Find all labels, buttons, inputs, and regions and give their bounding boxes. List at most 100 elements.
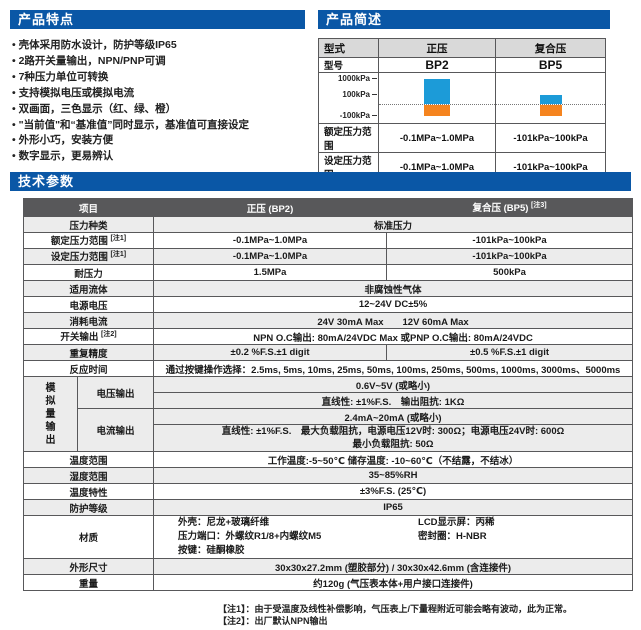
proof-pressure-label: 耐压力 <box>22 264 155 281</box>
set-range-bp5: -101kPa~100kPa <box>386 248 634 265</box>
spec-row-analog-current-range: 电流输出 2.4mA~20mA (或略小) <box>24 408 634 452</box>
protection-value: IP65 <box>153 499 634 516</box>
spec-row-supply-voltage: 电源电压 12~24V DC±5% <box>22 296 634 313</box>
spec-row-response-time: 反应时间 通过按键操作选择：2.5ms, 5ms, 10ms, 25ms, 50… <box>22 360 634 377</box>
rated-range-positive: -0.1MPa~1.0MPa <box>378 123 496 153</box>
spec-row-set-range: 设定压力范围 [注1] -0.1MPa~1.0MPa -101kPa~100kP… <box>22 248 634 265</box>
voltage-output-detail: 直线性: ±1%F.S. 输出阻抗: 1KΩ <box>153 392 634 409</box>
footnote-2: 【注2】：出厂默认NPN输出 <box>218 615 328 626</box>
header-compound: 复合压 (BP5) [注3] <box>386 198 634 217</box>
spec-row-analog-voltage-range: 模拟量输出 电压输出 0.6V~5V (或略小) <box>23 376 634 452</box>
features-section-title: 产品特点 <box>10 10 305 29</box>
current-output-range: 2.4mA~20mA (或略小) <box>153 408 634 425</box>
temp-range-label: 温度范围 <box>22 451 155 468</box>
material-label: 材质 <box>22 515 155 559</box>
bp5-pressure-chart <box>495 72 606 124</box>
set-range-label: 设定压力范围 [注1] <box>22 248 155 265</box>
dimensions-label: 外形尺寸 <box>22 558 155 575</box>
spec-row-proof-pressure: 耐压力 1.5MPa 500kPa <box>22 264 634 281</box>
rated-range-label: 额定压力范围 [注1] <box>22 232 155 249</box>
repeatability-bp2: ±0.2 %F.S.±1 digit <box>153 344 388 361</box>
temp-char-label: 温度特性 <box>22 483 155 500</box>
spec-row-analog-current-detail: 直线性: ±1%F.S. 最大负载阻抗，电源电压12V时: 300Ω；电源电压2… <box>24 424 634 452</box>
temp-char-value: ±3%F.S. (25℃) <box>153 483 634 500</box>
spec-row-fluid: 适用流体 非腐蚀性气体 <box>22 280 634 297</box>
spec-row-temp-range: 温度范围 工作温度:-5~50℃ 储存温度: -10~60℃（不结露，不结冰） <box>22 451 634 468</box>
summary-model-row: 型号 BP2 BP5 <box>318 57 606 73</box>
material-value: 外壳：尼龙+玻璃纤维 压力端口：外螺纹R1/8+内螺纹M5 按键：硅酮橡胶 LC… <box>153 515 634 559</box>
bp2-below-zero-bar <box>424 105 450 116</box>
humidity-label: 湿度范围 <box>22 467 155 484</box>
temp-range-value: 工作温度:-5~50℃ 储存温度: -10~60℃（不结露，不结冰） <box>153 451 634 468</box>
tech-header-row: 项目 正压 (BP2) 复合压 (BP5) [注3] <box>22 198 634 217</box>
current-output-detail: 直线性: ±1%F.S. 最大负载阻抗，电源电压12V时: 300Ω；电源电压2… <box>153 424 634 452</box>
footnotes: 【注1】：由于受温度及线性补偿影响，气压表上/下量程附近可能会略有波动，此为正常… <box>218 604 572 627</box>
spec-row-humidity: 湿度范围 35~85%RH <box>22 467 634 484</box>
features-list: 壳体采用防水设计，防护等级IP65 2路开关量输出，NPN/PNP可调 7种压力… <box>12 38 305 165</box>
summary-rated-row: 额定压力范围 -0.1MPa~1.0MPa -101kPa~100kPa <box>318 123 606 153</box>
response-time-label: 反应时间 <box>22 360 155 377</box>
feature-item: 壳体采用防水设计，防护等级IP65 <box>12 38 305 54</box>
spec-row-analog-voltage-detail: 直线性: ±1%F.S. 输出阻抗: 1KΩ <box>24 392 634 409</box>
axis-tick-label: 100kPa <box>342 90 377 99</box>
set-range-bp2: -0.1MPa~1.0MPa <box>153 248 388 265</box>
spec-row-repeatability: 重复精度 ±0.2 %F.S.±1 digit ±0.5 %F.S.±1 dig… <box>22 344 634 361</box>
tech-table: 项目 正压 (BP2) 复合压 (BP5) [注3] 压力种类 标准压力 额定压… <box>22 198 634 591</box>
summary-section-title: 产品简述 <box>318 10 610 29</box>
supply-voltage-value: 12~24V DC±5% <box>153 296 634 313</box>
summary-chart-row: 1000kPa 100kPa -100kPa <box>318 72 606 124</box>
bp2-above-zero-bar <box>424 79 450 104</box>
spec-row-temp-char: 温度特性 ±3%F.S. (25℃) <box>22 483 634 500</box>
feature-item: 支持模拟电压或模拟电流 <box>12 86 305 102</box>
dimensions-value: 30x30x27.2mm (塑胶部分) / 30x30x42.6mm (含连接件… <box>153 558 634 575</box>
axis-tick-label: -100kPa <box>340 111 377 120</box>
proof-pressure-bp2: 1.5MPa <box>153 264 388 281</box>
protection-label: 防护等级 <box>22 499 155 516</box>
current-consumption-label: 消耗电流 <box>22 312 155 329</box>
fluid-value: 非腐蚀性气体 <box>153 280 634 297</box>
response-time-value: 通过按键操作选择：2.5ms, 5ms, 10ms, 25ms, 50ms, 1… <box>153 360 634 377</box>
type-compound: 复合压 <box>495 38 606 58</box>
weight-value: 约120g (气压表本体+用户接口连接件) <box>153 574 634 591</box>
spec-row-switch-output: 开关输出 [注2] NPN O.C输出: 80mA/24VDC Max 或PNP… <box>22 328 634 345</box>
switch-output-value: NPN O.C输出: 80mA/24VDC Max 或PNP O.C输出: 80… <box>153 328 634 345</box>
summary-section: 产品简述 型式 正压 复合压 型号 BP2 BP5 1000kPa 100kPa… <box>318 10 610 182</box>
type-label: 型式 <box>318 38 379 58</box>
supply-voltage-label: 电源电压 <box>22 296 155 313</box>
analog-group-label: 模拟量输出 <box>23 376 78 452</box>
tech-section-title: 技术参数 <box>10 172 631 191</box>
rated-range-bp2: -0.1MPa~1.0MPa <box>153 232 388 249</box>
feature-item: 双画面，三色显示（红、绿、橙） <box>12 102 305 118</box>
bp5-above-zero-bar <box>539 95 562 104</box>
zero-line <box>379 104 495 105</box>
header-compound-note: [注3] <box>531 202 547 210</box>
summary-type-row: 型式 正压 复合压 <box>318 38 606 58</box>
fluid-label: 适用流体 <box>22 280 155 297</box>
bp5-below-zero-bar <box>539 105 562 116</box>
feature-item: 7种压力单位可转换 <box>12 70 305 86</box>
switch-output-label: 开关输出 [注2] <box>22 328 155 345</box>
pressure-chart-axis: 1000kPa 100kPa -100kPa <box>318 72 379 124</box>
features-section: 产品特点 壳体采用防水设计，防护等级IP65 2路开关量输出，NPN/PNP可调… <box>10 10 305 165</box>
humidity-value: 35~85%RH <box>153 467 634 484</box>
model-compound: BP5 <box>495 57 606 73</box>
feature-item: 外形小巧，安装方便 <box>12 133 305 149</box>
model-positive: BP2 <box>378 57 496 73</box>
summary-table: 型式 正压 复合压 型号 BP2 BP5 1000kPa 100kPa -100… <box>318 38 606 182</box>
model-label: 型号 <box>318 57 379 73</box>
tech-section: 技术参数 项目 正压 (BP2) 复合压 (BP5) [注3] 压力种类 标准压… <box>10 172 634 591</box>
header-item: 项目 <box>22 198 155 217</box>
feature-item: 2路开关量输出，NPN/PNP可调 <box>12 54 305 70</box>
voltage-output-label: 电压输出 <box>76 376 155 409</box>
feature-item: "当前值"和“基准值”同时显示，基准值可直接设定 <box>12 118 305 134</box>
bp2-pressure-chart <box>378 72 496 124</box>
footnote-1: 【注1】：由于受温度及线性补偿影响，气压表上/下量程附近可能会略有波动，此为正常… <box>218 604 573 614</box>
proof-pressure-bp5: 500kPa <box>386 264 634 281</box>
pressure-type-value: 标准压力 <box>153 216 634 233</box>
spec-row-weight: 重量 约120g (气压表本体+用户接口连接件) <box>22 574 634 591</box>
spec-row-pressure-type: 压力种类 标准压力 <box>22 216 634 233</box>
rated-range-bp5: -101kPa~100kPa <box>386 232 634 249</box>
rated-range-label: 额定压力范围 <box>318 123 379 153</box>
spec-row-material: 材质 外壳：尼龙+玻璃纤维 压力端口：外螺纹R1/8+内螺纹M5 按键：硅酮橡胶… <box>22 515 634 559</box>
spec-row-rated-range: 额定压力范围 [注1] -0.1MPa~1.0MPa -101kPa~100kP… <box>22 232 634 249</box>
